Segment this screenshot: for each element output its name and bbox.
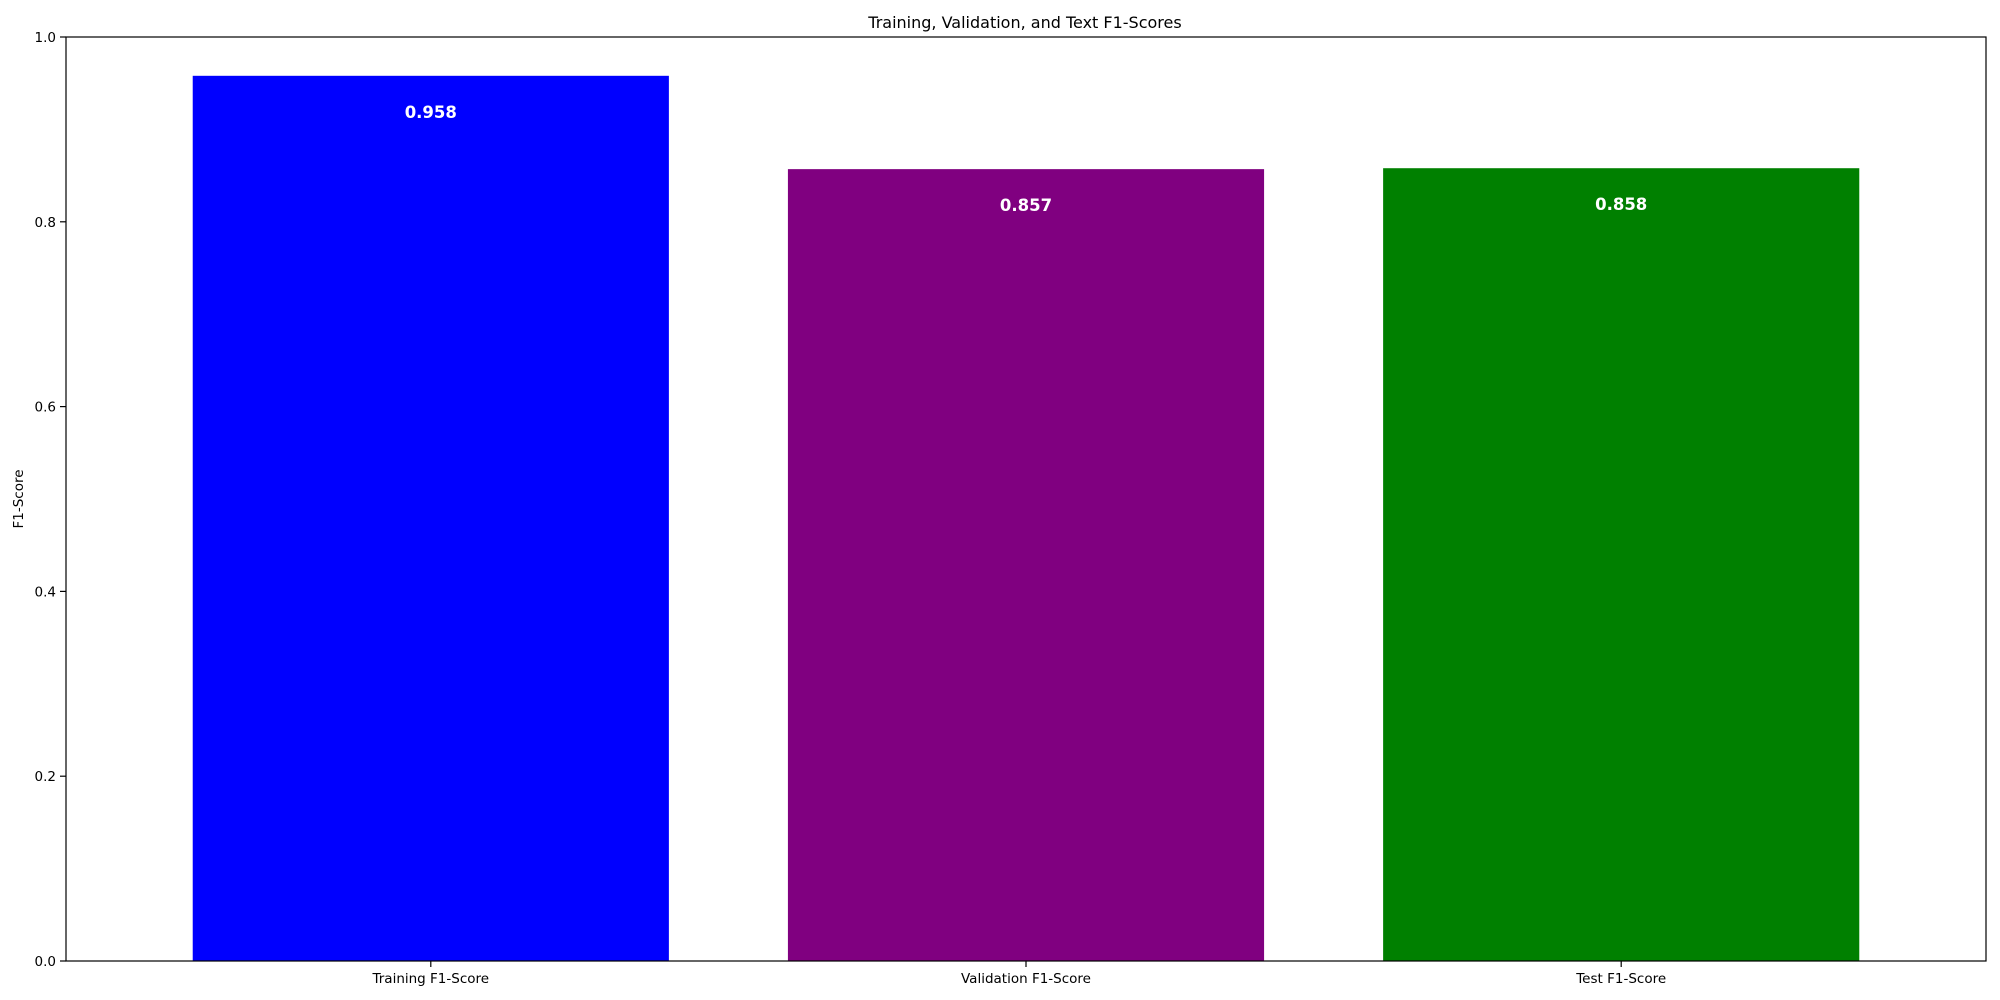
x-axis-ticks: Training F1-Score Validation F1-Score Test… — [371, 961, 1666, 987]
plot-area-frame — [65, 36, 1987, 962]
bar-3 — [1383, 168, 1860, 961]
x-tick-label-3: Test F1-Score — [1575, 971, 1666, 987]
y-tick-label-5: 1.0 — [35, 30, 56, 46]
y-tick-label-2: 0.4 — [35, 584, 56, 600]
y-tick-label-3: 0.6 — [35, 400, 56, 416]
y-axis-label: F1-Score — [11, 469, 27, 528]
bar-value-label-1: 0.958 — [405, 103, 457, 122]
x-tick-label-2: Validation F1-Score — [961, 971, 1091, 987]
bars-group — [192, 75, 1860, 962]
bar-value-label-2: 0.857 — [1000, 196, 1052, 215]
bar-value-label-3: 0.858 — [1595, 195, 1647, 214]
bar-2 — [787, 169, 1265, 961]
y-tick-label-4: 0.8 — [35, 215, 56, 231]
y-tick-label-1: 0.2 — [35, 769, 56, 785]
bar-1 — [192, 75, 669, 962]
bar-labels-group: 0.958 0.857 0.858 — [405, 103, 1648, 215]
y-tick-label-0: 0.0 — [35, 954, 56, 970]
chart-title: Training, Validation, and Text F1-Scores — [867, 13, 1181, 32]
x-tick-label-1: Training F1-Score — [371, 971, 489, 987]
y-axis-ticks: 0.0 0.2 0.4 0.6 0.8 1.0 — [35, 30, 66, 970]
